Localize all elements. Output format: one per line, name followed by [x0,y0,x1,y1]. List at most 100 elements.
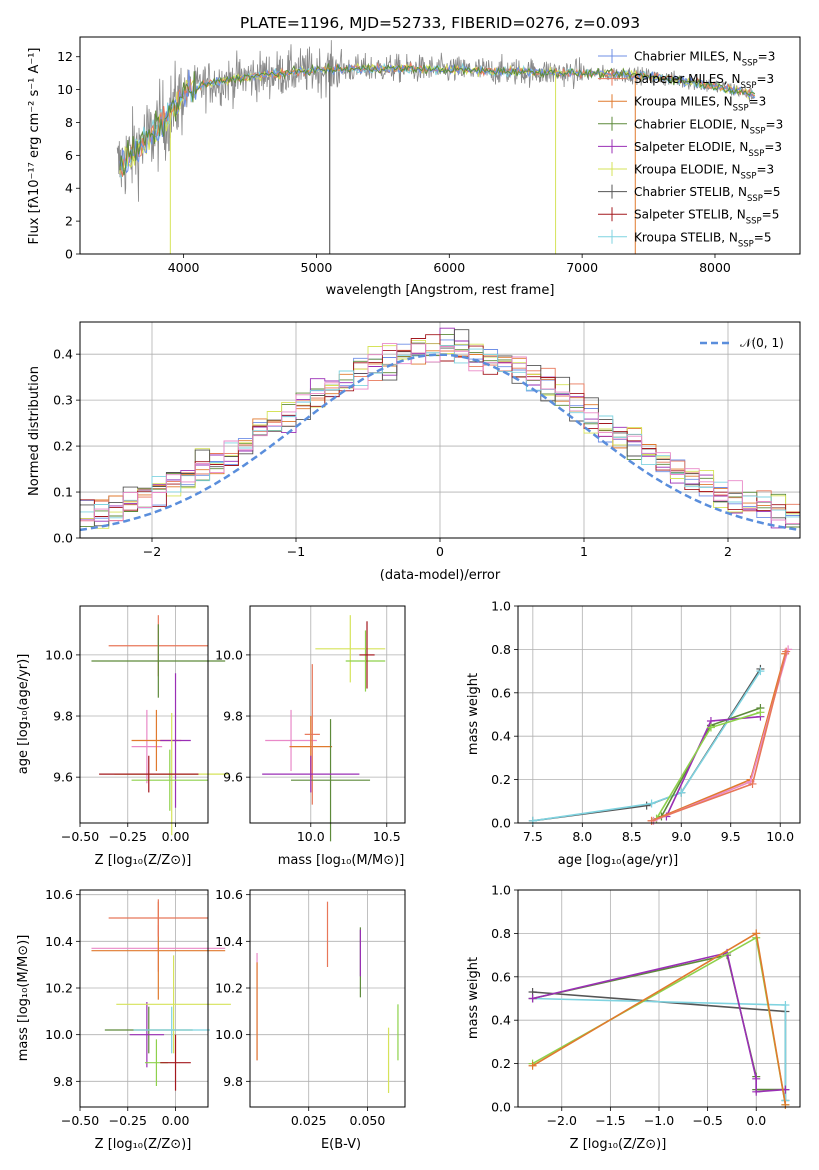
y-tick-label: 0.4 [491,729,511,744]
x-tick-label: 9.0 [671,829,691,844]
y-tick-label: 8 [65,115,73,130]
y-tick-label: 10.0 [45,647,73,662]
x-tick-label: 10.0 [297,829,325,844]
y-tick-label: 0.8 [491,926,511,941]
y-tick-label: 0.3 [53,393,73,408]
z-age-panel: −0.50 −0.25 0.00 9.6 9.8 10.0 [45,605,230,844]
weight-point-marker [756,708,765,717]
spectrum-ylabel: Flux [fλ10⁻¹⁷ erg cm⁻² s⁻¹ A⁻¹] [27,48,42,245]
y-tick-label: 1.0 [491,599,511,614]
z-age-xlabel: Z [log₁₀(Z/Z⊙)] [95,853,192,868]
x-tick-label: −1.5 [595,1113,625,1128]
x-tick-label: 9.5 [721,829,741,844]
z-age-ylabel: age [log₁₀(age/yr)] [16,654,31,775]
axes-frame [79,889,209,1108]
x-tick-label: 0.00 [162,1113,190,1128]
weight-point-marker [528,816,537,825]
age-weight-ylabel: mass weight [466,673,481,755]
y-tick-label: 0 [65,247,73,262]
x-tick-label: 5000 [301,260,333,275]
x-tick-label: −2.0 [547,1113,577,1128]
y-tick-label: 10.0 [45,1027,73,1042]
y-tick-label: 10.4 [215,934,243,949]
ebv-mass-panel: 0.025 0.050 9.8 10.0 10.2 10.4 10.6 [215,887,406,1128]
y-tick-label: 10.2 [215,981,243,996]
y-tick-label: 9.8 [223,1074,243,1089]
x-tick-label: 10.5 [373,829,401,844]
weight-series-line [532,668,762,822]
y-tick-label: 9.8 [223,709,243,724]
residual-panel: −2 −1 0 1 2 0.0 0.1 0.2 0.3 0.4 (data-model)/erro… [27,321,801,583]
y-tick-label: 10 [57,82,73,97]
spectrum-model-line [119,62,756,176]
y-tick-label: 0.2 [491,1056,511,1071]
weight-point-marker [782,647,791,656]
legend-label: Chabrier STELIB, NSSP=5 [634,185,781,204]
legend-label: Chabrier MILES, NSSP=3 [634,50,775,69]
residual-histogram [80,334,800,517]
legend-label: Salpeter ELODIE, NSSP=3 [634,140,782,159]
x-tick-label: −1 [287,544,305,559]
x-tick-label: −0.50 [61,829,99,844]
mass-age-xlabel: mass [log₁₀(M/M⊙)] [278,853,405,868]
y-tick-label: 0.6 [491,969,511,984]
weight-point-marker [748,779,757,788]
y-tick-label: 9.8 [53,709,73,724]
y-tick-label: 0.4 [53,347,73,362]
x-tick-label: 8000 [699,260,731,275]
axes-frame [79,605,209,824]
x-tick-label: −2 [143,544,161,559]
y-tick-label: 9.6 [53,770,73,785]
x-tick-label: 1 [580,544,588,559]
x-tick-label: 0.0 [746,1113,766,1128]
weight-series-line [532,670,762,822]
weight-point-marker [781,1100,790,1109]
y-tick-label: 6 [65,148,73,163]
y-tick-label: 0.2 [491,772,511,787]
y-tick-label: 0.0 [491,816,511,831]
y-tick-label: 9.6 [223,770,243,785]
residual-ylabel: Normed distribution [27,366,42,496]
gaussian-curve [79,353,798,532]
axes-frame [249,889,406,1108]
x-tick-label: 8.5 [622,829,642,844]
x-tick-label: 4000 [168,260,200,275]
y-tick-label: 0.0 [53,531,73,546]
y-tick-label: 12 [57,49,73,64]
y-tick-label: 10.6 [215,887,243,902]
mass-age-panel: 10.0 10.5 9.6 9.8 10.0 [215,605,406,844]
z-mass-ylabel: mass [log₁₀(M/M⊙)] [16,935,31,1062]
weight-point-marker [528,1061,537,1070]
legend-label: Chabrier ELODIE, NSSP=3 [634,117,783,136]
weight-point-marker [756,667,765,676]
legend-label: Kroupa STELIB, NSSP=5 [634,230,772,249]
axes-frame [79,321,801,539]
axes-frame [249,605,406,824]
axes-frame [79,36,801,255]
ebv-mass-xlabel: E(B-V) [321,1137,361,1152]
x-tick-label: −0.25 [109,1113,147,1128]
y-tick-label: 10.4 [45,934,73,949]
residual-xlabel: (data-model)/error [380,568,501,583]
weight-series-line [665,715,761,817]
x-tick-label: 0.050 [350,1113,386,1128]
z-mass-xlabel: Z [log₁₀(Z/Z⊙)] [95,1137,192,1152]
x-tick-label: −1.0 [644,1113,674,1128]
z-weight-panel: −2.0 −1.5 −1.0 −0.5 0.0 0.0 0.2 0.4 0.6 0.8 1.0 [491,883,801,1128]
weight-point-marker [677,788,686,797]
y-tick-label: 0.8 [491,642,511,657]
x-tick-label: 6000 [433,260,465,275]
y-tick-label: 10.2 [45,981,73,996]
weight-point-marker [706,723,715,732]
y-tick-label: 0.6 [491,685,511,700]
x-tick-label: 8.0 [572,829,592,844]
z-weight-xlabel: Z [log₁₀(Z/Z⊙)] [570,1137,667,1152]
x-tick-label: 7000 [566,260,598,275]
legend-label: Salpeter STELIB, NSSP=5 [634,208,779,227]
x-tick-label: 0.025 [291,1113,327,1128]
z-mass-panel: −0.50 −0.25 0.00 9.8 10.0 10.2 10.4 10.6 [45,887,231,1128]
legend-label: Kroupa ELODIE, NSSP=3 [634,163,774,182]
x-tick-label: 0.00 [162,829,190,844]
x-tick-label: 2 [724,544,732,559]
